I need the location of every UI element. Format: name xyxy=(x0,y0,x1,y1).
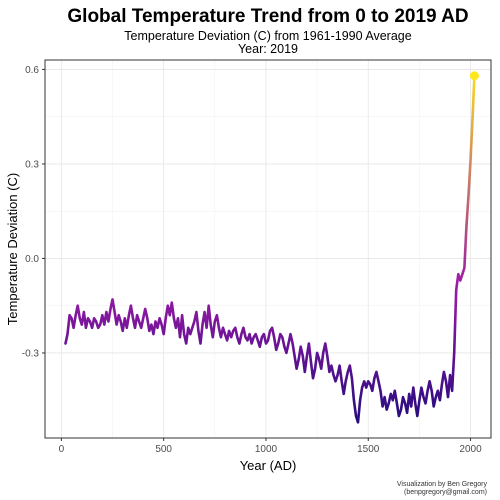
y-axis: -0.3 0.0 0.3 0.6 xyxy=(22,65,45,359)
x-tick-label: 2000 xyxy=(459,444,482,455)
x-tick-label: 1000 xyxy=(255,444,278,455)
credit-line-1: Visualization by Ben Gregory xyxy=(397,481,488,488)
x-tick-label: 1500 xyxy=(357,444,380,455)
temperature-series-line xyxy=(64,74,476,424)
chart-title: Global Temperature Trend from 0 to 2019 … xyxy=(67,6,468,27)
y-axis-title: Temperature Deviation (C) xyxy=(5,173,20,325)
y-tick-label: 0.0 xyxy=(25,254,39,265)
y-tick-label: -0.3 xyxy=(22,348,40,359)
grid xyxy=(45,60,491,438)
chart-subtitle: Temperature Deviation (C) from 1961-1990… xyxy=(124,29,411,43)
x-tick-label: 500 xyxy=(155,444,172,455)
x-tick-label: 0 xyxy=(59,444,65,455)
plot-panel-border xyxy=(44,59,492,439)
y-tick-label: 0.3 xyxy=(25,159,39,170)
x-axis-title: Year (AD) xyxy=(240,458,297,473)
y-tick-label: 0.6 xyxy=(25,65,39,76)
series-layer xyxy=(64,71,479,424)
credit-line-2: (benpgregory@gmail.com) xyxy=(404,489,487,496)
endpoint-marker xyxy=(469,71,479,81)
x-axis: 0 500 1000 1500 2000 xyxy=(59,438,482,455)
year-label: Year: 2019 xyxy=(238,42,298,56)
